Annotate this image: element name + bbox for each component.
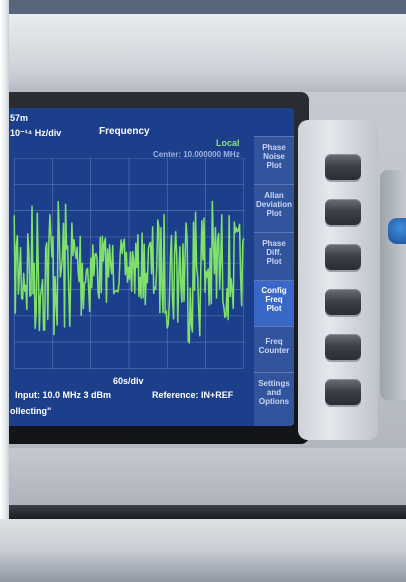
scale-label: 10⁻¹⁴ Hz/div [10, 128, 62, 138]
top-left-value: 57m [10, 113, 29, 123]
collecting-label: ollecting" [10, 406, 52, 416]
reference-label: Reference: IN+REF [152, 390, 234, 400]
menu-allan-deviation-plot[interactable]: Allan Deviation Plot [254, 184, 294, 233]
menu-line: Plot [266, 209, 282, 218]
menu-line: Plot [266, 304, 282, 313]
menu-phase-noise-plot[interactable]: Phase Noise Plot [254, 136, 294, 185]
menu-line: Deviation [255, 200, 292, 209]
menu-line: Counter [258, 346, 290, 355]
photo-left-edge [0, 0, 9, 582]
menu-line: Diff. [266, 248, 282, 257]
menu-line: Config [261, 286, 287, 295]
menu-config-freq-plot[interactable]: Config Freq Plot [254, 280, 294, 327]
case-seam [9, 505, 406, 519]
frequency-trace [13, 200, 245, 344]
screen-title: Frequency [99, 126, 150, 137]
softkey-6-button[interactable] [325, 379, 361, 405]
control-panel [380, 170, 406, 400]
blue-knob[interactable] [388, 218, 406, 244]
menu-settings-and-options[interactable]: Settings and Options [254, 372, 294, 426]
menu-line: Noise [263, 152, 285, 161]
menu-freq-counter[interactable]: Freq Counter [254, 326, 294, 373]
time-div-label: 60s/div [113, 376, 144, 386]
instrument-screen: 57m 10⁻¹⁴ Hz/div Frequency Local Center:… [9, 108, 294, 426]
softkey-4-button[interactable] [325, 289, 361, 315]
menu-line: Freq [265, 337, 283, 346]
menu-line: Phase [262, 143, 286, 152]
softkey-2-button[interactable] [325, 199, 361, 225]
center-label: Center: 10.000000 MHz [153, 150, 240, 159]
menu-line: Plot [266, 161, 282, 170]
menu-line: Options [258, 397, 290, 406]
softkey-3-button[interactable] [325, 244, 361, 270]
menu-line: Freq [265, 295, 283, 304]
softkey-5-button[interactable] [325, 334, 361, 360]
frequency-plot [13, 158, 245, 369]
case-top [9, 14, 406, 92]
input-label: Input: 10.0 MHz 3 dBm [15, 390, 112, 400]
menu-line: and [266, 388, 282, 397]
case-bottom [0, 519, 406, 582]
menu-line: Settings [258, 379, 290, 388]
case-lower-strip [9, 448, 406, 508]
menu-line: Plot [266, 257, 282, 266]
menu-line: Allan [264, 191, 284, 200]
menu-phase-diff-plot[interactable]: Phase Diff. Plot [254, 232, 294, 281]
menu-line: Phase [262, 239, 286, 248]
softkey-1-button[interactable] [325, 154, 361, 180]
status-label: Local [216, 138, 240, 148]
